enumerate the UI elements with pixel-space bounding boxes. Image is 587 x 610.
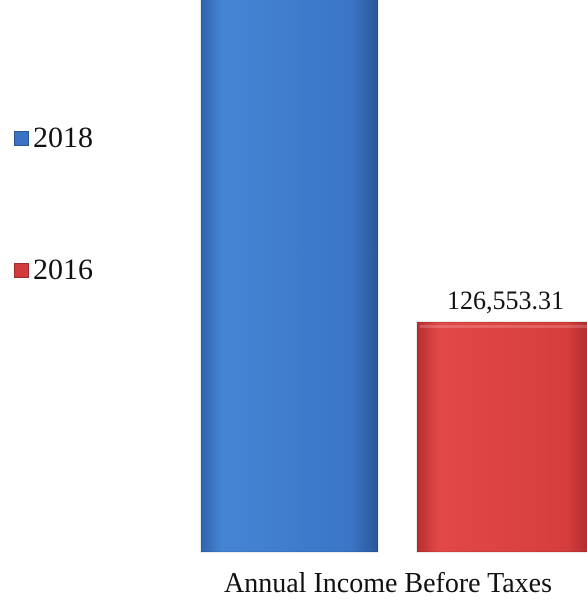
bar-2018 — [200, 0, 379, 553]
legend-label-2018: 2018 — [33, 121, 93, 154]
chart-legend: 2018 2016 — [14, 118, 93, 382]
legend-label-2016: 2016 — [33, 253, 93, 286]
bar-2016 — [416, 321, 587, 553]
data-label-2016: 126,553.31 — [447, 286, 564, 315]
bar-highlight-2016 — [420, 324, 587, 328]
legend-swatch-2016 — [14, 262, 29, 278]
legend-item-2018: 2018 — [14, 118, 93, 158]
data-labels-layer: 138,641.25126,553.31 — [447, 286, 564, 315]
legend-item-2016: 2016 — [14, 250, 93, 290]
legend-swatch-2018 — [14, 130, 29, 146]
bars-layer — [200, 0, 587, 553]
x-axis-label: Annual Income Before Taxes — [224, 568, 552, 599]
